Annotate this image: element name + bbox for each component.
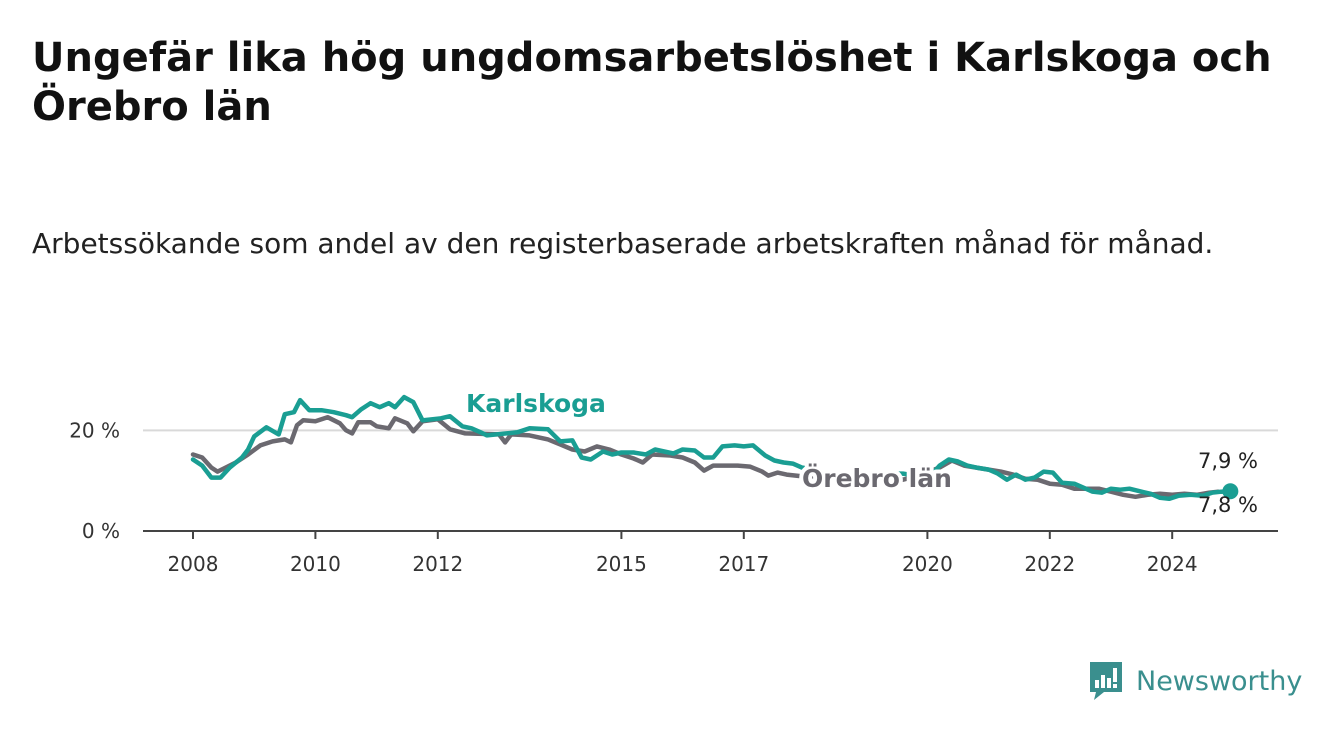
y-tick-label: 20 % [69,418,120,442]
end-value-label-orebro-lan: 7,8 % [1198,493,1258,517]
x-tick-label: 2020 [902,552,953,576]
x-tick-label: 2015 [596,552,647,576]
end-value-label-karlskoga: 7,9 % [1198,449,1258,473]
brand-name: Newsworthy [1136,665,1303,697]
chart-subtitle: Arbetssökande som andel av den registerb… [32,227,1214,260]
end-point-dot [1222,483,1239,500]
y-axis-ticks: 0 % 20 % [69,418,120,543]
y-tick-label: 0 % [82,519,120,543]
x-tick-label: 2024 [1147,552,1198,576]
series-label-karlskoga: Karlskoga [466,389,606,418]
x-tick-label: 2008 [168,552,219,576]
series-labels: Karlskoga Örebro län 7,9 % 7,8 % [462,385,1258,517]
x-tick-label: 2012 [412,552,463,576]
brand-logo: Newsworthy [1088,660,1302,702]
chart-title: Ungefär lika hög ungdomsarbetslöshet i K… [32,35,1272,130]
series-line-karlskoga [190,394,1233,502]
series-label-orebro-lan: Örebro län [802,463,952,493]
line-chart: 0 % 20 % 2008 2010 2012 2015 2017 2020 2022 2024… [69,385,1278,576]
x-tick-label: 2010 [290,552,341,576]
series-line--rebro-l-n [190,414,1221,500]
x-tick-label: 2022 [1024,552,1075,576]
x-tick-label: 2017 [718,552,769,576]
series-lines [190,394,1239,502]
newsworthy-logo-icon [1090,662,1122,700]
x-axis-ticks: 2008 2010 2012 2015 2017 2020 2022 2024 [168,531,1198,576]
